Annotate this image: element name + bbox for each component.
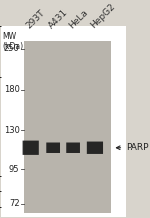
FancyBboxPatch shape [46,143,60,153]
FancyBboxPatch shape [23,141,39,155]
Text: 293T: 293T [24,8,47,30]
Text: PARP: PARP [116,143,149,152]
Text: 180: 180 [4,85,20,94]
FancyBboxPatch shape [24,41,111,213]
FancyBboxPatch shape [87,141,103,154]
Text: 250: 250 [4,44,20,53]
Text: 95: 95 [9,165,20,174]
Text: HepG2: HepG2 [88,2,117,30]
Text: A431: A431 [47,7,70,30]
Text: MW
(kDa): MW (kDa) [3,32,24,51]
Text: HeLa: HeLa [67,7,89,30]
FancyBboxPatch shape [66,143,80,153]
Text: 130: 130 [4,126,20,135]
Text: 72: 72 [9,199,20,208]
